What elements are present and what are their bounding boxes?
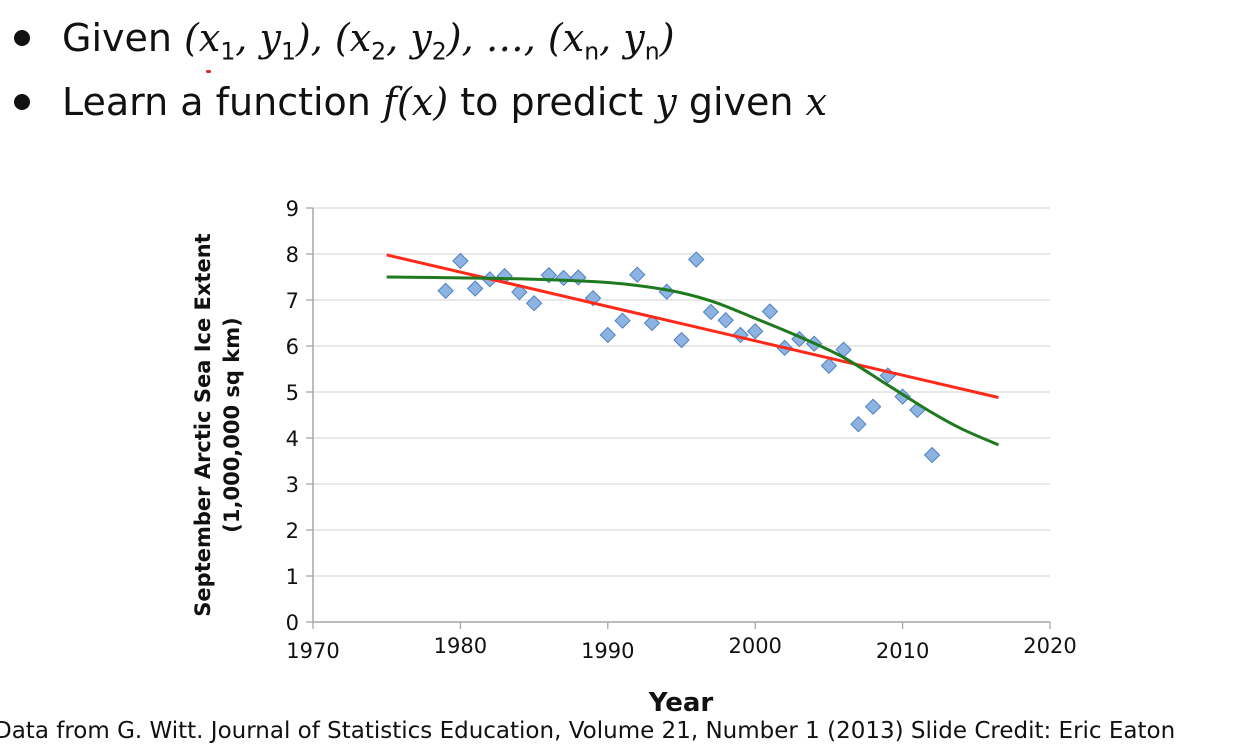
bullet-text-run: given (676, 80, 806, 124)
x-tick-label: 2000 (728, 634, 781, 658)
data-point (511, 283, 528, 301)
y-tick-label: 1 (286, 565, 299, 589)
y-axis-label-line-1: September Arctic Sea Ice Extent (191, 233, 215, 616)
math-text: , y (386, 16, 432, 60)
x-tick-label: 1980 (434, 634, 487, 658)
math-text: ( (397, 80, 412, 124)
math-subscript-wrap: 1 (281, 16, 296, 66)
math-text: ) (659, 16, 675, 60)
data-point (643, 314, 661, 332)
math-subscript: 2 (371, 37, 387, 66)
math-subscript-wrap: 1 (220, 16, 235, 66)
math-subscript-wrap: n (584, 16, 599, 66)
data-point (452, 252, 469, 270)
source-credit: Data from G. Witt. Journal of Statistics… (0, 718, 1176, 744)
math-text: x (411, 80, 434, 124)
chart-points (437, 251, 941, 464)
bullet-learn-text: Learn a function f(x) to predict y given… (62, 80, 827, 124)
y-tick-label: 4 (286, 427, 299, 451)
math-subscript: 1 (280, 37, 296, 66)
data-point (850, 415, 867, 433)
math-text: (x (184, 16, 221, 60)
math-subscript: n (644, 37, 660, 66)
x-tick-label: 1990 (581, 639, 634, 663)
y-tick-label: 9 (286, 197, 299, 221)
data-point (923, 446, 941, 464)
data-point (761, 303, 779, 320)
math-text: y (655, 80, 677, 124)
y-tick-label: 5 (286, 381, 299, 405)
bullet-text-run: Learn a function (62, 80, 383, 124)
bullet-learn: Learn a function f(x) to predict y given… (12, 70, 827, 134)
y-tick-label: 3 (286, 473, 299, 497)
data-point (570, 269, 587, 286)
data-point (702, 303, 720, 321)
math-text: ) (433, 80, 449, 124)
curve-fit-line (386, 275, 1000, 447)
data-point (614, 312, 631, 329)
chart-fit-lines (386, 253, 1000, 447)
data-point (673, 331, 690, 349)
data-point (466, 280, 484, 297)
y-tick-label: 6 (286, 335, 299, 359)
data-point (629, 266, 646, 283)
x-tick-label: 2020 (1023, 634, 1076, 658)
math-text: , y (235, 16, 281, 60)
chart-axes (306, 207, 1051, 629)
chart-tick-labels: 0 1 2 3 4 5 6 7 8 9 1970 1980 1990 2000 2010 2020 (286, 197, 1077, 663)
y-tick-label: 8 (286, 243, 299, 267)
y-tick-label: 2 (286, 519, 299, 543)
math-text: ), (x (295, 16, 372, 60)
data-point (820, 357, 838, 374)
y-axis-label: September Arctic Sea Ice Extent (1,000,0… (191, 233, 244, 616)
bullet-given: Given (x1, y1), (x2, y2), …, (xn, yn) (12, 6, 827, 70)
math-subscript-wrap: 2 (371, 16, 386, 66)
bullet-text-run: Given (62, 16, 185, 60)
math-subscript: 1 (220, 37, 236, 66)
bullet-dot-icon (14, 30, 30, 46)
x-tick-label: 1970 (286, 639, 339, 663)
y-axis-label-line-2: (1,000,000 sq km) (220, 317, 244, 532)
y-tick-label: 0 (286, 611, 299, 635)
data-point (688, 251, 705, 268)
x-axis-label: Year (648, 688, 714, 718)
math-text: ), …, (x (446, 16, 585, 60)
data-point (717, 312, 734, 329)
bullet-given-text: Given (x1, y1), (x2, y2), …, (xn, yn) (62, 16, 675, 66)
x-tick-label: 2010 (876, 639, 929, 663)
linear-fit-line (386, 253, 999, 399)
bullet-dot-icon (14, 94, 30, 110)
data-point (599, 326, 617, 344)
math-text: x (805, 80, 827, 124)
chart-gridlines (313, 207, 1050, 577)
math-subscript-wrap: n (645, 16, 660, 66)
data-point (746, 323, 764, 340)
y-tick-label: 7 (286, 289, 299, 313)
data-point (437, 282, 454, 300)
math-text: f (382, 80, 398, 124)
bullet-text-run: to predict (448, 80, 656, 124)
math-subscript: 2 (431, 37, 447, 66)
pen-annotation-mark (206, 70, 211, 73)
bullet-list: Given (x1, y1), (x2, y2), …, (xn, yn) Le… (12, 6, 827, 134)
math-subscript-wrap: 2 (432, 16, 447, 66)
data-point (555, 269, 572, 287)
math-text: , y (599, 16, 645, 60)
math-subscript: n (584, 37, 600, 66)
data-point (864, 398, 882, 415)
data-point (525, 295, 543, 312)
